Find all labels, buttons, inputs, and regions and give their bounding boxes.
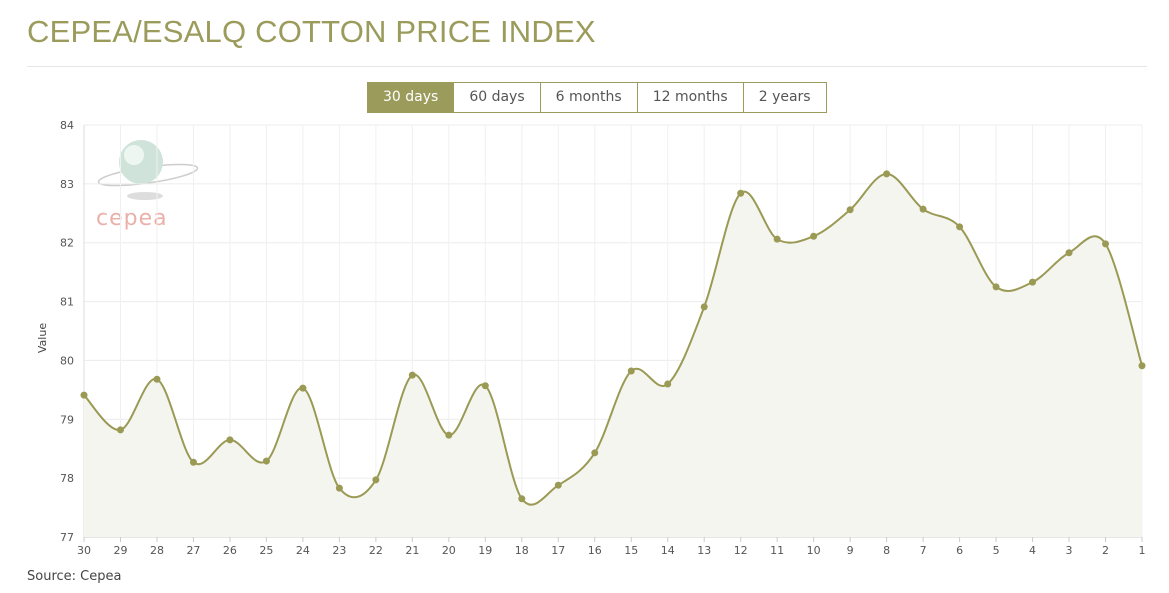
data-point — [737, 189, 745, 197]
x-tick-label: 8 — [883, 544, 890, 557]
data-point — [883, 170, 891, 178]
x-tick-label: 25 — [259, 544, 273, 557]
data-point — [846, 206, 854, 214]
divider — [27, 66, 1147, 67]
data-point — [627, 367, 635, 375]
x-tick-label: 16 — [588, 544, 602, 557]
x-tick-label: 19 — [478, 544, 492, 557]
range-selector: 30 days 60 days 6 months 12 months 2 years — [367, 82, 827, 113]
x-tick-label: 18 — [515, 544, 529, 557]
data-point — [664, 380, 672, 388]
data-point — [153, 375, 161, 383]
range-button-6-months[interactable]: 6 months — [539, 83, 637, 112]
data-point — [481, 382, 489, 390]
data-point — [1102, 240, 1110, 248]
y-tick-label: 84 — [60, 119, 74, 132]
range-button-2-years[interactable]: 2 years — [742, 83, 826, 112]
x-tick-label: 17 — [551, 544, 565, 557]
x-tick-label: 27 — [186, 544, 200, 557]
data-point — [80, 391, 88, 399]
data-point — [372, 476, 380, 484]
data-point — [773, 235, 781, 243]
cepea-logo: cepea — [96, 140, 199, 231]
y-tick-label: 77 — [60, 531, 74, 544]
data-point — [1029, 278, 1037, 286]
data-point — [262, 457, 270, 465]
x-tick-label: 13 — [697, 544, 711, 557]
y-tick-label: 79 — [60, 413, 74, 426]
range-button-30-days[interactable]: 30 days — [368, 83, 454, 112]
x-tick-label: 24 — [296, 544, 310, 557]
x-tick-label: 29 — [113, 544, 127, 557]
data-point — [919, 205, 927, 213]
x-tick-label: 28 — [150, 544, 164, 557]
x-tick-label: 4 — [1029, 544, 1036, 557]
data-point — [518, 495, 526, 503]
x-tick-label: 3 — [1066, 544, 1073, 557]
x-tick-label: 30 — [77, 544, 91, 557]
data-point — [299, 384, 307, 392]
range-button-60-days[interactable]: 60 days — [453, 83, 540, 112]
x-tick-label: 21 — [405, 544, 419, 557]
range-button-12-months[interactable]: 12 months — [636, 83, 743, 112]
x-tick-label: 10 — [807, 544, 821, 557]
x-tick-label: 9 — [847, 544, 854, 557]
y-tick-label: 78 — [60, 472, 74, 485]
y-axis-label: Value — [36, 323, 49, 353]
data-point — [554, 481, 562, 489]
data-point — [956, 223, 964, 231]
x-tick-label: 1 — [1139, 544, 1146, 557]
data-point — [116, 426, 124, 434]
data-point — [810, 232, 818, 240]
x-tick-label: 7 — [920, 544, 927, 557]
data-point — [408, 371, 416, 379]
y-tick-label: 83 — [60, 178, 74, 191]
data-point — [445, 431, 453, 439]
x-tick-label: 23 — [332, 544, 346, 557]
area-fill — [84, 173, 1142, 538]
x-tick-label: 5 — [993, 544, 1000, 557]
x-tick-label: 14 — [661, 544, 675, 557]
x-tick-label: 12 — [734, 544, 748, 557]
x-tick-label: 2 — [1102, 544, 1109, 557]
data-point — [226, 436, 234, 444]
page-title: CEPEA/ESALQ COTTON PRICE INDEX — [27, 14, 596, 49]
data-point — [189, 458, 197, 466]
y-tick-label: 82 — [60, 237, 74, 250]
data-point — [1138, 362, 1146, 370]
x-tick-label: 6 — [956, 544, 963, 557]
data-point — [992, 283, 1000, 291]
x-tick-label: 26 — [223, 544, 237, 557]
y-tick-label: 81 — [60, 296, 74, 309]
y-tick-label: 80 — [60, 354, 74, 367]
data-point — [591, 449, 599, 457]
data-point — [335, 484, 343, 492]
data-point — [1065, 249, 1073, 257]
source-note: Source: Cepea — [27, 569, 122, 584]
x-tick-label: 15 — [624, 544, 638, 557]
x-tick-label: 11 — [770, 544, 784, 557]
x-tick-label: 22 — [369, 544, 383, 557]
data-point — [700, 303, 708, 311]
logo-text: cepea — [96, 206, 168, 231]
x-tick-label: 20 — [442, 544, 456, 557]
